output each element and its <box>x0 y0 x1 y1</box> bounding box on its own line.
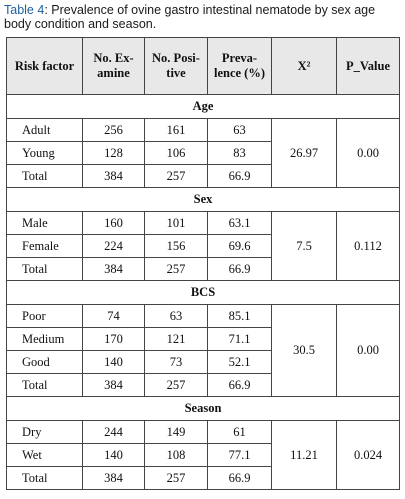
cell-risk-factor: Wet <box>6 443 83 467</box>
table-row: Young 128 106 83 <box>6 141 400 165</box>
header-p-value: P_Value <box>336 37 400 95</box>
cell-examined: 140 <box>82 350 145 374</box>
table-row: Total 384 257 66.9 <box>6 466 400 490</box>
cell-chi-square: 7.5 <box>271 211 337 281</box>
section-title: BCS <box>6 280 400 305</box>
cell-prevalence: 66.9 <box>207 373 272 397</box>
cell-prevalence: 69.6 <box>207 234 272 258</box>
cell-positive: 108 <box>144 443 208 467</box>
cell-positive: 63 <box>144 304 208 328</box>
header-chi-square: X² <box>271 37 337 95</box>
cell-positive: 257 <box>144 164 208 188</box>
table-row: Medium 170 121 71.1 <box>6 327 400 351</box>
cell-examined: 384 <box>82 373 145 397</box>
cell-positive: 101 <box>144 211 208 235</box>
cell-examined: 224 <box>82 234 145 258</box>
cell-examined: 160 <box>82 211 145 235</box>
cell-prevalence: 66.9 <box>207 164 272 188</box>
section-row-bcs: BCS <box>6 280 400 305</box>
cell-prevalence: 66.9 <box>207 257 272 281</box>
cell-risk-factor: Dry <box>6 420 83 444</box>
cell-prevalence: 63.1 <box>207 211 272 235</box>
cell-p-value: 0.00 <box>336 118 400 188</box>
cell-positive: 106 <box>144 141 208 165</box>
cell-risk-factor: Female <box>6 234 83 258</box>
cell-examined: 140 <box>82 443 145 467</box>
table-row: Good 140 73 52.1 <box>6 350 400 374</box>
cell-examined: 384 <box>82 164 145 188</box>
cell-positive: 121 <box>144 327 208 351</box>
cell-risk-factor: Total <box>6 373 83 397</box>
cell-prevalence: 85.1 <box>207 304 272 328</box>
cell-prevalence: 71.1 <box>207 327 272 351</box>
cell-examined: 74 <box>82 304 145 328</box>
cell-p-value: 0.112 <box>336 211 400 281</box>
table-row: Dry 244 149 61 11.21 0.024 <box>6 420 400 490</box>
table-row: Female 224 156 69.6 <box>6 234 400 258</box>
cell-prevalence: 61 <box>207 420 272 444</box>
cell-positive: 156 <box>144 234 208 258</box>
table-row: Total 384 257 66.9 <box>6 164 400 188</box>
section-title: Sex <box>6 187 400 212</box>
cell-prevalence: 77.1 <box>207 443 272 467</box>
cell-risk-factor: Medium <box>6 327 83 351</box>
table-header-row: Risk factor No. Ex- amine No. Posi- tive… <box>6 37 400 95</box>
section-row-age: Age <box>6 94 400 119</box>
header-prevalence: Preva- lence (%) <box>207 37 272 95</box>
table-caption-text: : Prevalence of ovine gastro intestinal … <box>4 3 376 31</box>
header-no-positive: No. Posi- tive <box>144 37 208 95</box>
prevalence-table: Risk factor No. Ex- amine No. Posi- tive… <box>6 37 400 490</box>
cell-p-value: 0.00 <box>336 304 400 397</box>
cell-positive: 257 <box>144 466 208 490</box>
cell-p-value: 0.024 <box>336 420 400 490</box>
cell-positive: 73 <box>144 350 208 374</box>
cell-examined: 384 <box>82 257 145 281</box>
cell-chi-square: 11.21 <box>271 420 337 490</box>
section-row-sex: Sex <box>6 187 400 212</box>
cell-prevalence: 52.1 <box>207 350 272 374</box>
cell-positive: 257 <box>144 373 208 397</box>
cell-examined: 128 <box>82 141 145 165</box>
cell-prevalence: 66.9 <box>207 466 272 490</box>
header-no-examine: No. Ex- amine <box>82 37 145 95</box>
table-row: Total 384 257 66.9 <box>6 373 400 397</box>
cell-risk-factor: Good <box>6 350 83 374</box>
section-title: Season <box>6 396 400 421</box>
cell-risk-factor: Adult <box>6 118 83 142</box>
cell-positive: 149 <box>144 420 208 444</box>
table-row: Adult 256 161 63 26.97 0.00 <box>6 118 400 188</box>
cell-prevalence: 63 <box>207 118 272 142</box>
cell-risk-factor: Poor <box>6 304 83 328</box>
cell-examined: 256 <box>82 118 145 142</box>
section-row-season: Season <box>6 396 400 421</box>
cell-examined: 170 <box>82 327 145 351</box>
cell-examined: 384 <box>82 466 145 490</box>
table-caption: Table 4: Prevalence of ovine gastro inte… <box>4 3 402 31</box>
table-caption-label: Table 4 <box>4 3 45 17</box>
cell-risk-factor: Male <box>6 211 83 235</box>
table-row: Wet 140 108 77.1 <box>6 443 400 467</box>
table-row: Male 160 101 63.1 7.5 0.112 <box>6 211 400 281</box>
cell-chi-square: 26.97 <box>271 118 337 188</box>
cell-risk-factor: Total <box>6 257 83 281</box>
section-title: Age <box>6 94 400 119</box>
cell-prevalence: 83 <box>207 141 272 165</box>
header-risk-factor: Risk factor <box>6 37 83 95</box>
cell-positive: 161 <box>144 118 208 142</box>
cell-chi-square: 30.5 <box>271 304 337 397</box>
cell-risk-factor: Total <box>6 164 83 188</box>
cell-positive: 257 <box>144 257 208 281</box>
table-row: Poor 74 63 85.1 30.5 0.00 <box>6 304 400 397</box>
table-row: Total 384 257 66.9 <box>6 257 400 281</box>
cell-examined: 244 <box>82 420 145 444</box>
cell-risk-factor: Young <box>6 141 83 165</box>
cell-risk-factor: Total <box>6 466 83 490</box>
